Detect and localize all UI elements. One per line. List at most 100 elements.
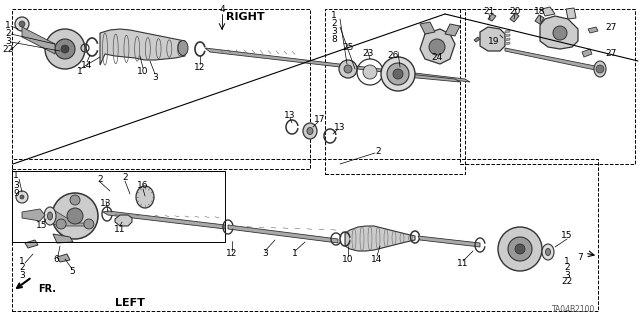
Text: 2: 2 [5,28,11,38]
Text: 14: 14 [371,255,383,263]
Text: 2: 2 [331,19,337,28]
Text: 23: 23 [362,49,374,58]
Circle shape [84,219,94,229]
Text: 1: 1 [77,68,83,77]
Text: 26: 26 [387,51,399,61]
Circle shape [15,17,29,31]
Polygon shape [480,27,505,51]
Polygon shape [57,254,70,262]
Polygon shape [22,27,55,54]
Circle shape [344,65,352,73]
Polygon shape [420,22,435,34]
Text: 3: 3 [564,271,570,279]
Ellipse shape [178,41,188,56]
Text: 6: 6 [53,255,59,263]
Polygon shape [505,34,510,37]
Text: 16: 16 [137,182,148,190]
Circle shape [20,195,24,199]
Ellipse shape [303,123,317,139]
Polygon shape [566,8,576,19]
Polygon shape [25,240,38,248]
Text: FR.: FR. [38,284,56,294]
Ellipse shape [387,63,409,85]
Text: 2: 2 [564,263,570,272]
Text: RIGHT: RIGHT [226,12,264,22]
Text: 21: 21 [483,6,495,16]
Polygon shape [445,24,460,36]
Circle shape [52,193,98,239]
Polygon shape [53,234,73,243]
Circle shape [70,195,80,205]
Circle shape [16,191,28,203]
Ellipse shape [545,249,550,256]
Text: 5: 5 [69,268,75,277]
Text: 1: 1 [5,20,11,29]
Ellipse shape [44,207,56,225]
Polygon shape [540,16,578,49]
Text: 15: 15 [561,232,573,241]
Text: LEFT: LEFT [115,298,145,308]
Polygon shape [505,30,510,33]
Text: 13: 13 [100,199,112,209]
Text: 10: 10 [342,255,354,263]
Polygon shape [588,27,598,33]
Text: 3: 3 [262,249,268,258]
Ellipse shape [363,65,377,79]
Circle shape [67,208,83,224]
Text: 14: 14 [81,62,93,70]
Text: TA04B2100: TA04B2100 [552,305,595,314]
Text: 19: 19 [488,36,500,46]
Circle shape [515,244,525,254]
Circle shape [19,21,25,27]
Polygon shape [510,13,519,22]
Polygon shape [474,37,480,42]
Text: 8: 8 [331,35,337,44]
Polygon shape [535,15,544,24]
Circle shape [56,219,66,229]
Text: 7: 7 [577,253,583,262]
Circle shape [508,237,532,261]
Polygon shape [488,14,496,21]
Polygon shape [115,215,132,226]
Text: 1: 1 [564,256,570,265]
Text: 10: 10 [137,66,148,76]
Ellipse shape [393,69,403,79]
Polygon shape [505,38,510,41]
Text: 2: 2 [19,263,25,272]
Text: 2: 2 [122,174,128,182]
Polygon shape [542,7,555,16]
Circle shape [553,26,567,40]
Polygon shape [100,29,185,65]
Ellipse shape [136,186,154,208]
Text: 3: 3 [19,271,25,279]
Ellipse shape [307,128,313,135]
Text: 18: 18 [534,8,546,17]
Circle shape [429,39,445,55]
Text: 2: 2 [97,174,103,183]
Polygon shape [505,42,510,45]
Text: 9: 9 [13,189,19,198]
Text: 13: 13 [334,122,346,131]
Text: 20: 20 [509,6,521,16]
Text: 12: 12 [195,63,205,71]
Text: 3: 3 [5,36,11,46]
Circle shape [45,29,85,69]
Circle shape [339,60,357,78]
Polygon shape [582,49,592,57]
Text: 22: 22 [561,278,573,286]
Text: 15: 15 [36,221,48,231]
Text: 3: 3 [13,181,19,189]
Text: 1: 1 [292,249,298,258]
Text: 13: 13 [284,110,296,120]
Text: 27: 27 [605,24,616,33]
Polygon shape [418,236,480,247]
Text: 1: 1 [331,11,337,20]
Text: 27: 27 [605,49,616,58]
Polygon shape [505,48,600,71]
Ellipse shape [47,212,52,220]
Text: 1: 1 [19,256,25,265]
Text: 11: 11 [457,259,468,269]
Text: 22: 22 [3,44,13,54]
Text: 3: 3 [152,72,158,81]
Ellipse shape [594,61,606,77]
